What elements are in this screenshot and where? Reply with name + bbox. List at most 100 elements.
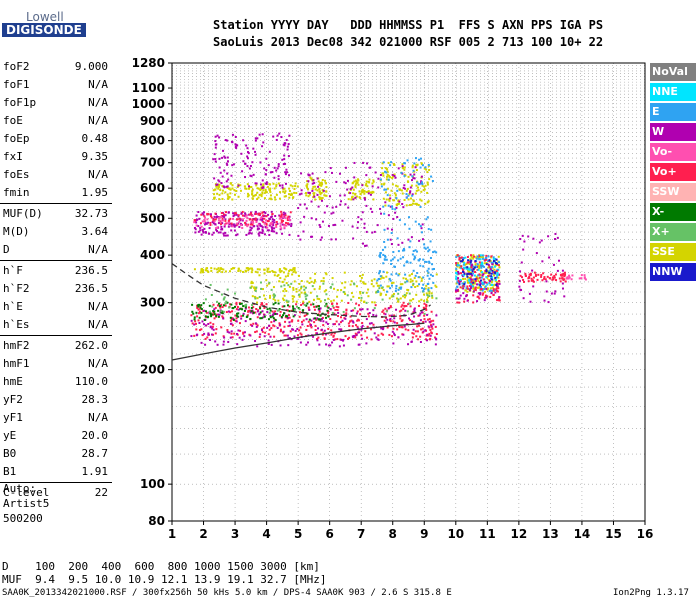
echo-point (212, 231, 215, 234)
echo-point (464, 277, 467, 280)
echo-point (407, 303, 410, 306)
echo-point (398, 200, 401, 203)
echo-point (221, 222, 224, 225)
echo-point (276, 309, 279, 312)
echo-point (352, 309, 355, 312)
echo-point (385, 275, 388, 278)
echo-point (254, 217, 257, 220)
echo-point (318, 187, 321, 190)
echo-point (497, 264, 500, 267)
echo-point (214, 160, 217, 163)
echo-point (288, 285, 291, 288)
echo-point (264, 182, 267, 185)
echo-point (554, 232, 557, 235)
echo-point (481, 293, 484, 296)
echo-point (264, 297, 267, 300)
echo-point (292, 300, 295, 303)
polarization-legend: NoVal NNE E W Vo- Vo+ SSW X- X+ SSE NNW (650, 63, 696, 283)
echo-point (306, 341, 309, 344)
echo-point (287, 274, 290, 277)
echo-point (308, 300, 311, 303)
echo-point (198, 303, 201, 306)
echo-point (292, 270, 295, 273)
echo-point (401, 249, 404, 252)
echo-point (228, 188, 231, 191)
echo-point (482, 278, 485, 281)
echo-point (232, 317, 235, 320)
echo-point (256, 187, 259, 190)
echo-point (357, 183, 360, 186)
echo-point (392, 295, 395, 298)
echo-point (495, 270, 498, 273)
echo-point (291, 295, 294, 298)
echo-point (297, 307, 300, 310)
echo-point (228, 331, 231, 334)
param-value: 236.5 (74, 282, 108, 295)
echo-point (490, 261, 493, 264)
echo-point (304, 293, 307, 296)
echo-point (214, 340, 217, 343)
echo-point (361, 189, 364, 192)
echo-point (483, 299, 486, 302)
echo-point (206, 336, 209, 339)
param-row: foF2 9.000 (0, 58, 112, 76)
echo-point (285, 282, 288, 285)
echo-point (416, 285, 419, 288)
echo-point (319, 319, 322, 322)
echo-point (266, 267, 269, 270)
echo-point (393, 192, 396, 195)
echo-point (301, 309, 304, 312)
echo-point (231, 217, 234, 220)
echo-point (418, 239, 421, 242)
echo-point (273, 221, 276, 224)
echo-point (263, 272, 266, 275)
echo-point (250, 212, 253, 215)
echo-point (484, 294, 487, 297)
echo-point (264, 188, 267, 191)
echo-point (283, 284, 286, 287)
echo-point (293, 268, 296, 271)
echo-point (266, 284, 269, 287)
echo-point (246, 147, 249, 150)
echo-point (191, 303, 194, 306)
echo-point (491, 266, 494, 269)
echo-point (318, 310, 321, 313)
echo-point (294, 182, 297, 185)
echo-point (234, 193, 237, 196)
echo-point (306, 325, 309, 328)
echo-point (202, 269, 205, 272)
echo-point (354, 184, 357, 187)
echo-point (485, 296, 488, 299)
echo-point (258, 313, 261, 316)
echo-point (236, 223, 239, 226)
echo-point (412, 311, 415, 314)
echo-point (290, 222, 293, 225)
echo-point (529, 274, 532, 277)
echo-point (463, 266, 466, 269)
echo-point (294, 308, 297, 311)
echo-point (398, 188, 401, 191)
echo-point (484, 290, 487, 293)
echo-point (379, 254, 382, 257)
param-row: C-level 22 (0, 484, 112, 502)
echo-point (307, 306, 310, 309)
echo-point (233, 225, 236, 228)
param-separator (0, 335, 112, 336)
echo-point (263, 306, 266, 309)
echo-point (457, 270, 460, 273)
echo-point (245, 214, 248, 217)
echo-point (401, 241, 404, 244)
echo-point (333, 332, 336, 335)
echo-point (389, 194, 392, 197)
echo-point (263, 222, 266, 225)
echo-point (311, 235, 314, 238)
echo-point (466, 281, 469, 284)
echo-point (463, 300, 466, 303)
echo-point (382, 262, 385, 265)
echo-point (273, 325, 276, 328)
echo-point (216, 134, 219, 137)
echo-point (337, 311, 340, 314)
echo-point (270, 327, 273, 330)
echo-point (380, 332, 383, 335)
echo-point (545, 290, 548, 293)
